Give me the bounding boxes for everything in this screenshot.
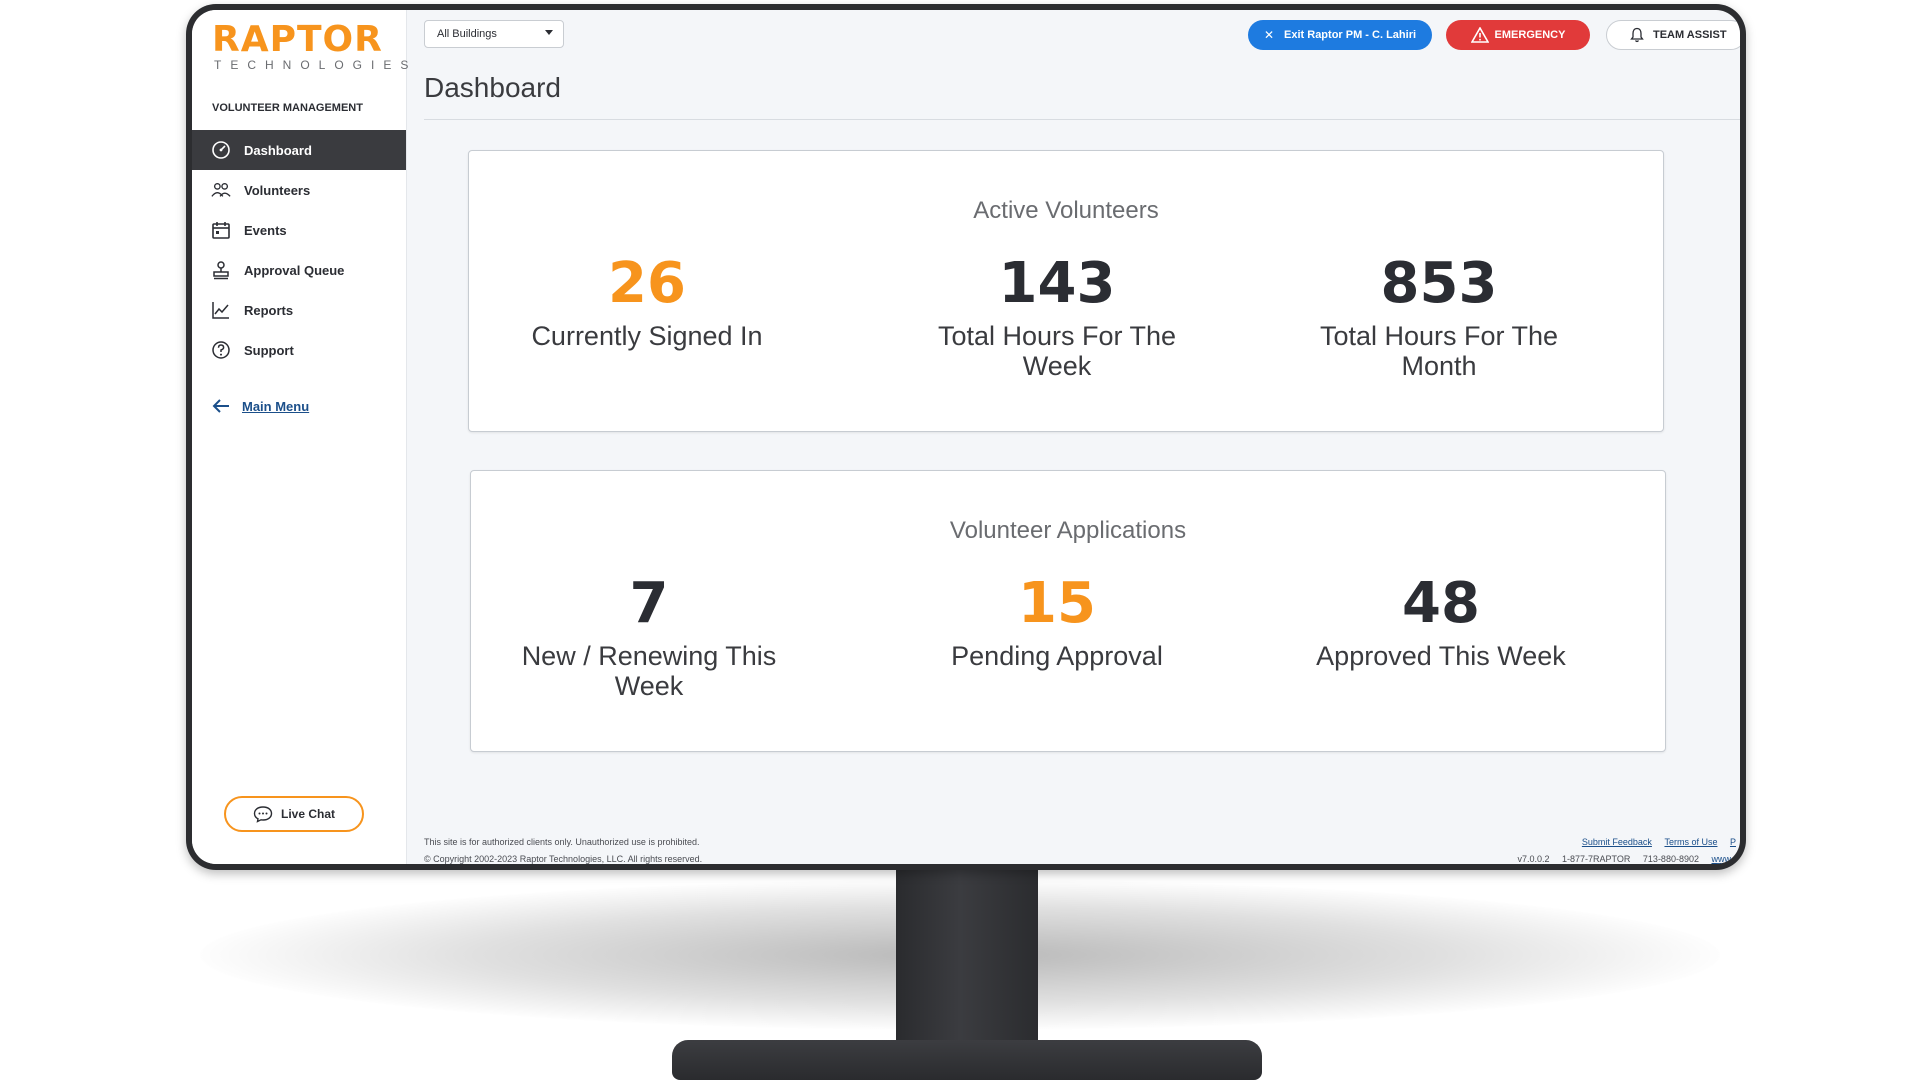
website-link[interactable]: www.r: [1711, 854, 1737, 864]
phone-number-1: 1-877-7RAPTOR: [1562, 854, 1631, 864]
stat-label: Approved This Week: [1316, 641, 1566, 671]
sidebar-item-label: Support: [244, 342, 294, 358]
privacy-link[interactable]: P: [1729, 837, 1736, 847]
main-menu-label: Main Menu: [242, 398, 310, 414]
stat-new-renewing: 7 New / Renewing This Week: [499, 571, 799, 701]
stat-value: 48: [1402, 571, 1480, 636]
stat-approved-this-week: 48 Approved This Week: [1291, 571, 1591, 671]
stat-value: 26: [608, 251, 686, 316]
caret-down-icon: [545, 30, 553, 35]
team-assist-label: TEAM ASSIST: [1653, 29, 1727, 41]
stat-value: 7: [629, 571, 669, 636]
phone-number-2: 713-880-8902: [1642, 854, 1699, 864]
dashboard-gauge-icon: [210, 139, 232, 161]
live-chat-button[interactable]: Live Chat: [224, 796, 364, 832]
sidebar-item-label: Events: [244, 222, 287, 238]
emergency-button[interactable]: EMERGENCY: [1446, 20, 1590, 50]
team-assist-button[interactable]: TEAM ASSIST: [1606, 20, 1740, 50]
stat-label: Currently Signed In: [531, 321, 763, 351]
monitor-frame: RAPTOR TECHNOLOGIES VOLUNTEER MANAGEMENT…: [186, 4, 1746, 870]
building-select-value: All Buildings: [437, 28, 497, 40]
sidebar-item-volunteers[interactable]: Volunteers: [192, 170, 406, 210]
sidebar: RAPTOR TECHNOLOGIES VOLUNTEER MANAGEMENT…: [192, 10, 408, 864]
raptor-logo: RAPTOR TECHNOLOGIES: [212, 19, 418, 73]
calendar-icon: [210, 219, 232, 241]
exit-raptor-pm-button[interactable]: ✕ Exit Raptor PM - C. Lahiri: [1248, 20, 1432, 50]
monitor-stand-base: [672, 1040, 1262, 1080]
stat-total-hours-week: 143 Total Hours For The Week: [907, 251, 1207, 381]
sidebar-item-label: Dashboard: [244, 142, 312, 158]
submit-feedback-link[interactable]: Submit Feedback: [1581, 837, 1652, 847]
bell-icon: [1630, 27, 1644, 43]
sidebar-item-reports[interactable]: Reports: [192, 290, 406, 330]
stat-value: 143: [998, 251, 1116, 316]
stat-value: 15: [1018, 571, 1096, 636]
stat-total-hours-month: 853 Total Hours For The Month: [1289, 251, 1589, 381]
arrow-left-icon: [210, 395, 232, 417]
sidebar-item-label: Approval Queue: [244, 262, 345, 278]
footer-notice: This site is for authorized clients only…: [424, 837, 700, 847]
emergency-button-label: EMERGENCY: [1494, 29, 1566, 41]
close-icon: ✕: [1263, 28, 1275, 42]
warning-triangle-icon: [1470, 27, 1489, 43]
logo-wordmark: RAPTOR: [212, 19, 383, 60]
sidebar-nav: Dashboard Volunteers Events: [192, 130, 406, 370]
logo-tagline: TECHNOLOGIES: [214, 58, 418, 72]
main-menu-link[interactable]: Main Menu: [210, 395, 309, 417]
app-version: v7.0.0.2: [1517, 854, 1550, 864]
live-chat-label: Live Chat: [280, 807, 335, 821]
stat-label: Total Hours For The Month: [1319, 321, 1559, 381]
stat-label: Total Hours For The Week: [937, 321, 1177, 381]
exit-button-label: Exit Raptor PM - C. Lahiri: [1284, 29, 1417, 41]
app-screen: RAPTOR TECHNOLOGIES VOLUNTEER MANAGEMENT…: [192, 10, 1740, 864]
stat-label: New / Renewing This Week: [521, 641, 777, 701]
footer-info: Submit Feedback Terms of Use P v7.0.0.2 …: [1517, 834, 1736, 864]
stat-currently-signed-in: 26 Currently Signed In: [497, 251, 797, 351]
title-divider: [424, 119, 1740, 120]
sidebar-item-label: Reports: [244, 302, 294, 318]
chat-bubble-icon: [253, 806, 273, 823]
sidebar-item-events[interactable]: Events: [192, 210, 406, 250]
users-group-icon: [210, 179, 232, 201]
monitor-stand-neck: [896, 868, 1038, 1064]
footer-legal: This site is for authorized clients only…: [424, 834, 702, 864]
sidebar-item-support[interactable]: Support: [192, 330, 406, 370]
line-chart-icon: [210, 299, 232, 321]
sidebar-item-dashboard[interactable]: Dashboard: [192, 130, 406, 170]
footer-copyright: © Copyright 2002-2023 Raptor Technologie…: [424, 854, 703, 864]
stamp-icon: [210, 259, 232, 281]
card-title: Volunteer Applications: [949, 517, 1187, 544]
stat-pending-approval: 15 Pending Approval: [907, 571, 1207, 671]
stat-label: Pending Approval: [951, 641, 1163, 671]
building-select[interactable]: All Buildings: [424, 20, 564, 48]
terms-of-use-link[interactable]: Terms of Use: [1664, 837, 1718, 847]
stat-value: 853: [1380, 251, 1498, 316]
sidebar-item-approval-queue[interactable]: Approval Queue: [192, 250, 406, 290]
question-circle-icon: [210, 339, 232, 361]
sidebar-item-label: Volunteers: [244, 182, 311, 198]
section-label: VOLUNTEER MANAGEMENT: [212, 102, 363, 114]
volunteer-applications-card: Volunteer Applications 7 New / Renewing …: [470, 470, 1666, 752]
page-title: Dashboard: [424, 72, 561, 103]
active-volunteers-card: Active Volunteers 26 Currently Signed In…: [468, 150, 1664, 432]
card-title: Active Volunteers: [973, 197, 1159, 224]
